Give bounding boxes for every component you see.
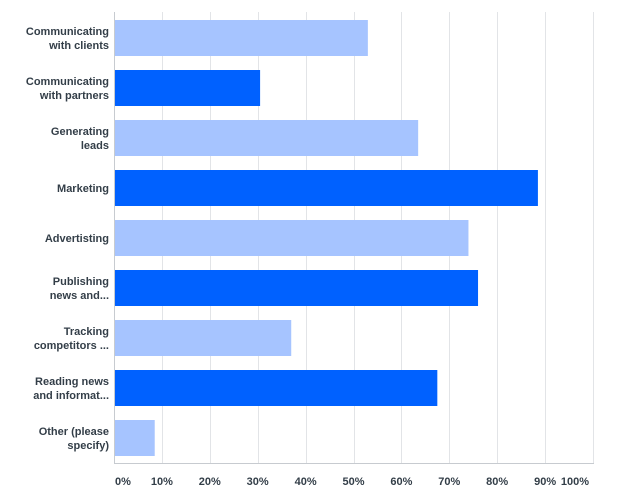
category-label: Reading news and informat... (33, 376, 109, 402)
x-tick-label: 80% (486, 476, 508, 488)
category-label-line: Tracking (64, 326, 109, 338)
category-label-line: news and... (50, 290, 109, 302)
x-tick-label: 10% (151, 476, 173, 488)
category-label-line: with partners (39, 90, 109, 102)
category-label-line: competitors ... (34, 340, 109, 352)
category-labels: Communicating with clients Communicating wi… (26, 26, 109, 452)
category-label: Publishing news and... (50, 276, 109, 302)
axes (114, 12, 594, 464)
category-label-line: Communicating (26, 76, 109, 88)
category-label: Tracking competitors ... (34, 326, 109, 352)
category-label: Other (please specify) (39, 426, 110, 452)
x-tick-label: 20% (199, 476, 221, 488)
bar (115, 370, 438, 406)
x-tick-label: 90% (534, 476, 556, 488)
x-tick-label: 50% (342, 476, 364, 488)
x-tick-labels: 0% 10% 20% 30% 40% 50% 60% 70% 80% 90% 100% (115, 476, 589, 488)
x-tick-label: 0% (115, 476, 131, 488)
bar (115, 320, 292, 356)
category-label-line: with clients (48, 40, 109, 52)
category-label-line: Generating (51, 126, 109, 138)
category-label-line: Advertisting (45, 233, 109, 245)
category-label-line: and informat... (33, 390, 109, 402)
bar (115, 420, 155, 456)
x-tick-label: 70% (438, 476, 460, 488)
category-label: Communicating with partners (26, 76, 109, 102)
category-label-line: Reading news (35, 376, 109, 388)
x-tick-label: 60% (390, 476, 412, 488)
category-label-line: Marketing (57, 183, 109, 195)
x-tick-label: 30% (247, 476, 269, 488)
bar (115, 270, 479, 306)
x-tick-label: 100% (561, 476, 589, 488)
bar (115, 20, 368, 56)
bar (115, 120, 419, 156)
bar (115, 70, 261, 106)
category-label-line: leads (81, 140, 109, 152)
category-label-line: specify) (67, 440, 109, 452)
bar (115, 170, 538, 206)
category-label: Advertisting (45, 233, 109, 245)
category-label-line: Other (please (39, 426, 109, 438)
x-tick-label: 40% (295, 476, 317, 488)
category-label: Marketing (57, 183, 109, 195)
category-label-line: Publishing (53, 276, 109, 288)
category-label-line: Communicating (26, 26, 109, 38)
bars (115, 20, 538, 456)
category-label: Communicating with clients (26, 26, 109, 52)
bar (115, 220, 469, 256)
category-label: Generating leads (51, 126, 109, 152)
